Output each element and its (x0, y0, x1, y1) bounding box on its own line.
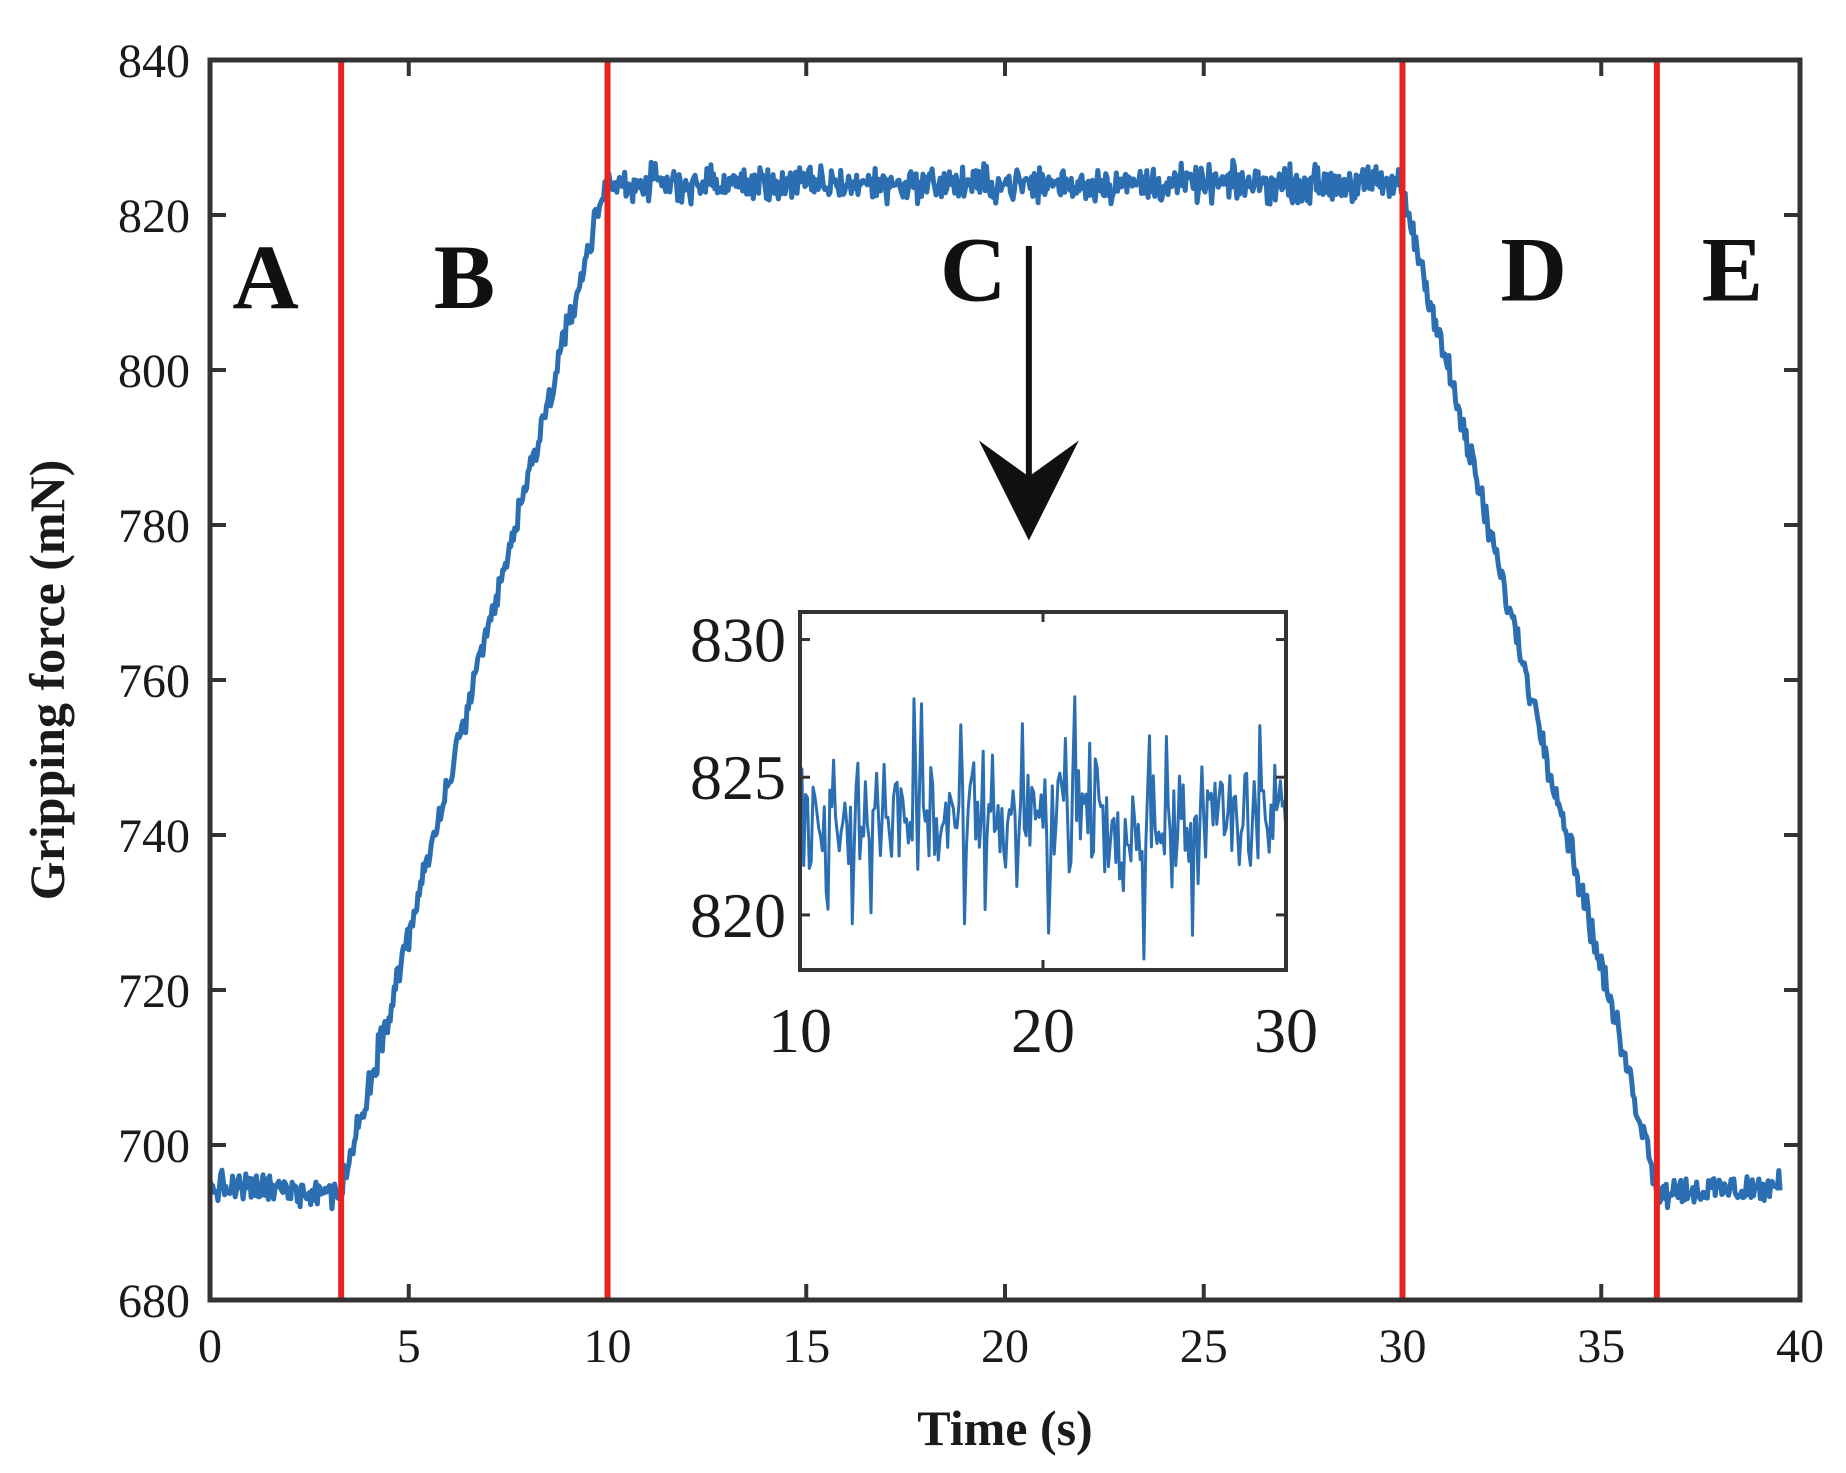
inset-y-tick-label: 820 (690, 880, 786, 951)
inset-y-tick-label: 830 (690, 605, 786, 676)
inset-x-tick-label: 20 (1011, 995, 1075, 1066)
main-plot: 0 5 10 15 20 25 30 35 40 680 700 720 740 760 780 800 820… (19, 35, 1824, 1456)
x-tick-label: 20 (981, 1320, 1029, 1373)
inset-x-tick-label: 10 (768, 995, 832, 1066)
region-label-b: B (434, 226, 495, 328)
y-tick-label: 760 (118, 655, 190, 708)
y-axis-title: Gripping force (mN) (19, 460, 75, 901)
x-tick-label: 15 (782, 1320, 830, 1373)
region-label-c: C (940, 218, 1006, 320)
region-label-a: A (232, 226, 298, 328)
x-axis-title: Time (s) (917, 1400, 1092, 1456)
x-tick-label: 25 (1180, 1320, 1228, 1373)
inset-series-line (798, 695, 1288, 961)
series-line-gripping-force (207, 157, 1783, 1212)
inset-axes-frame (798, 610, 1288, 972)
region-label-e: E (1702, 218, 1763, 320)
y-tick-label: 720 (118, 965, 190, 1018)
y-tick-label: 700 (118, 1120, 190, 1173)
x-tick-label: 35 (1577, 1320, 1625, 1373)
y-tick-label: 800 (118, 345, 190, 398)
inset-x-tick-label: 30 (1254, 995, 1318, 1066)
y-tick-label: 840 (118, 35, 190, 88)
x-tick-label: 30 (1379, 1320, 1427, 1373)
annotation-arrow-head (978, 440, 1079, 541)
x-tick-label: 10 (584, 1320, 632, 1373)
y-tick-label: 740 (118, 810, 190, 863)
y-tick-label: 780 (118, 500, 190, 553)
x-tick-label: 40 (1776, 1320, 1824, 1373)
region-label-d: D (1500, 218, 1566, 320)
y-tick-label: 820 (118, 190, 190, 243)
main-axes-frame (207, 57, 1803, 1303)
y-tick-label: 680 (118, 1275, 190, 1328)
inset-y-tick-label: 825 (690, 742, 786, 813)
x-tick-label: 5 (397, 1320, 421, 1373)
inset-plot: 10 20 30 820 825 830 (690, 605, 1318, 1066)
x-tick-label: 0 (198, 1320, 222, 1373)
